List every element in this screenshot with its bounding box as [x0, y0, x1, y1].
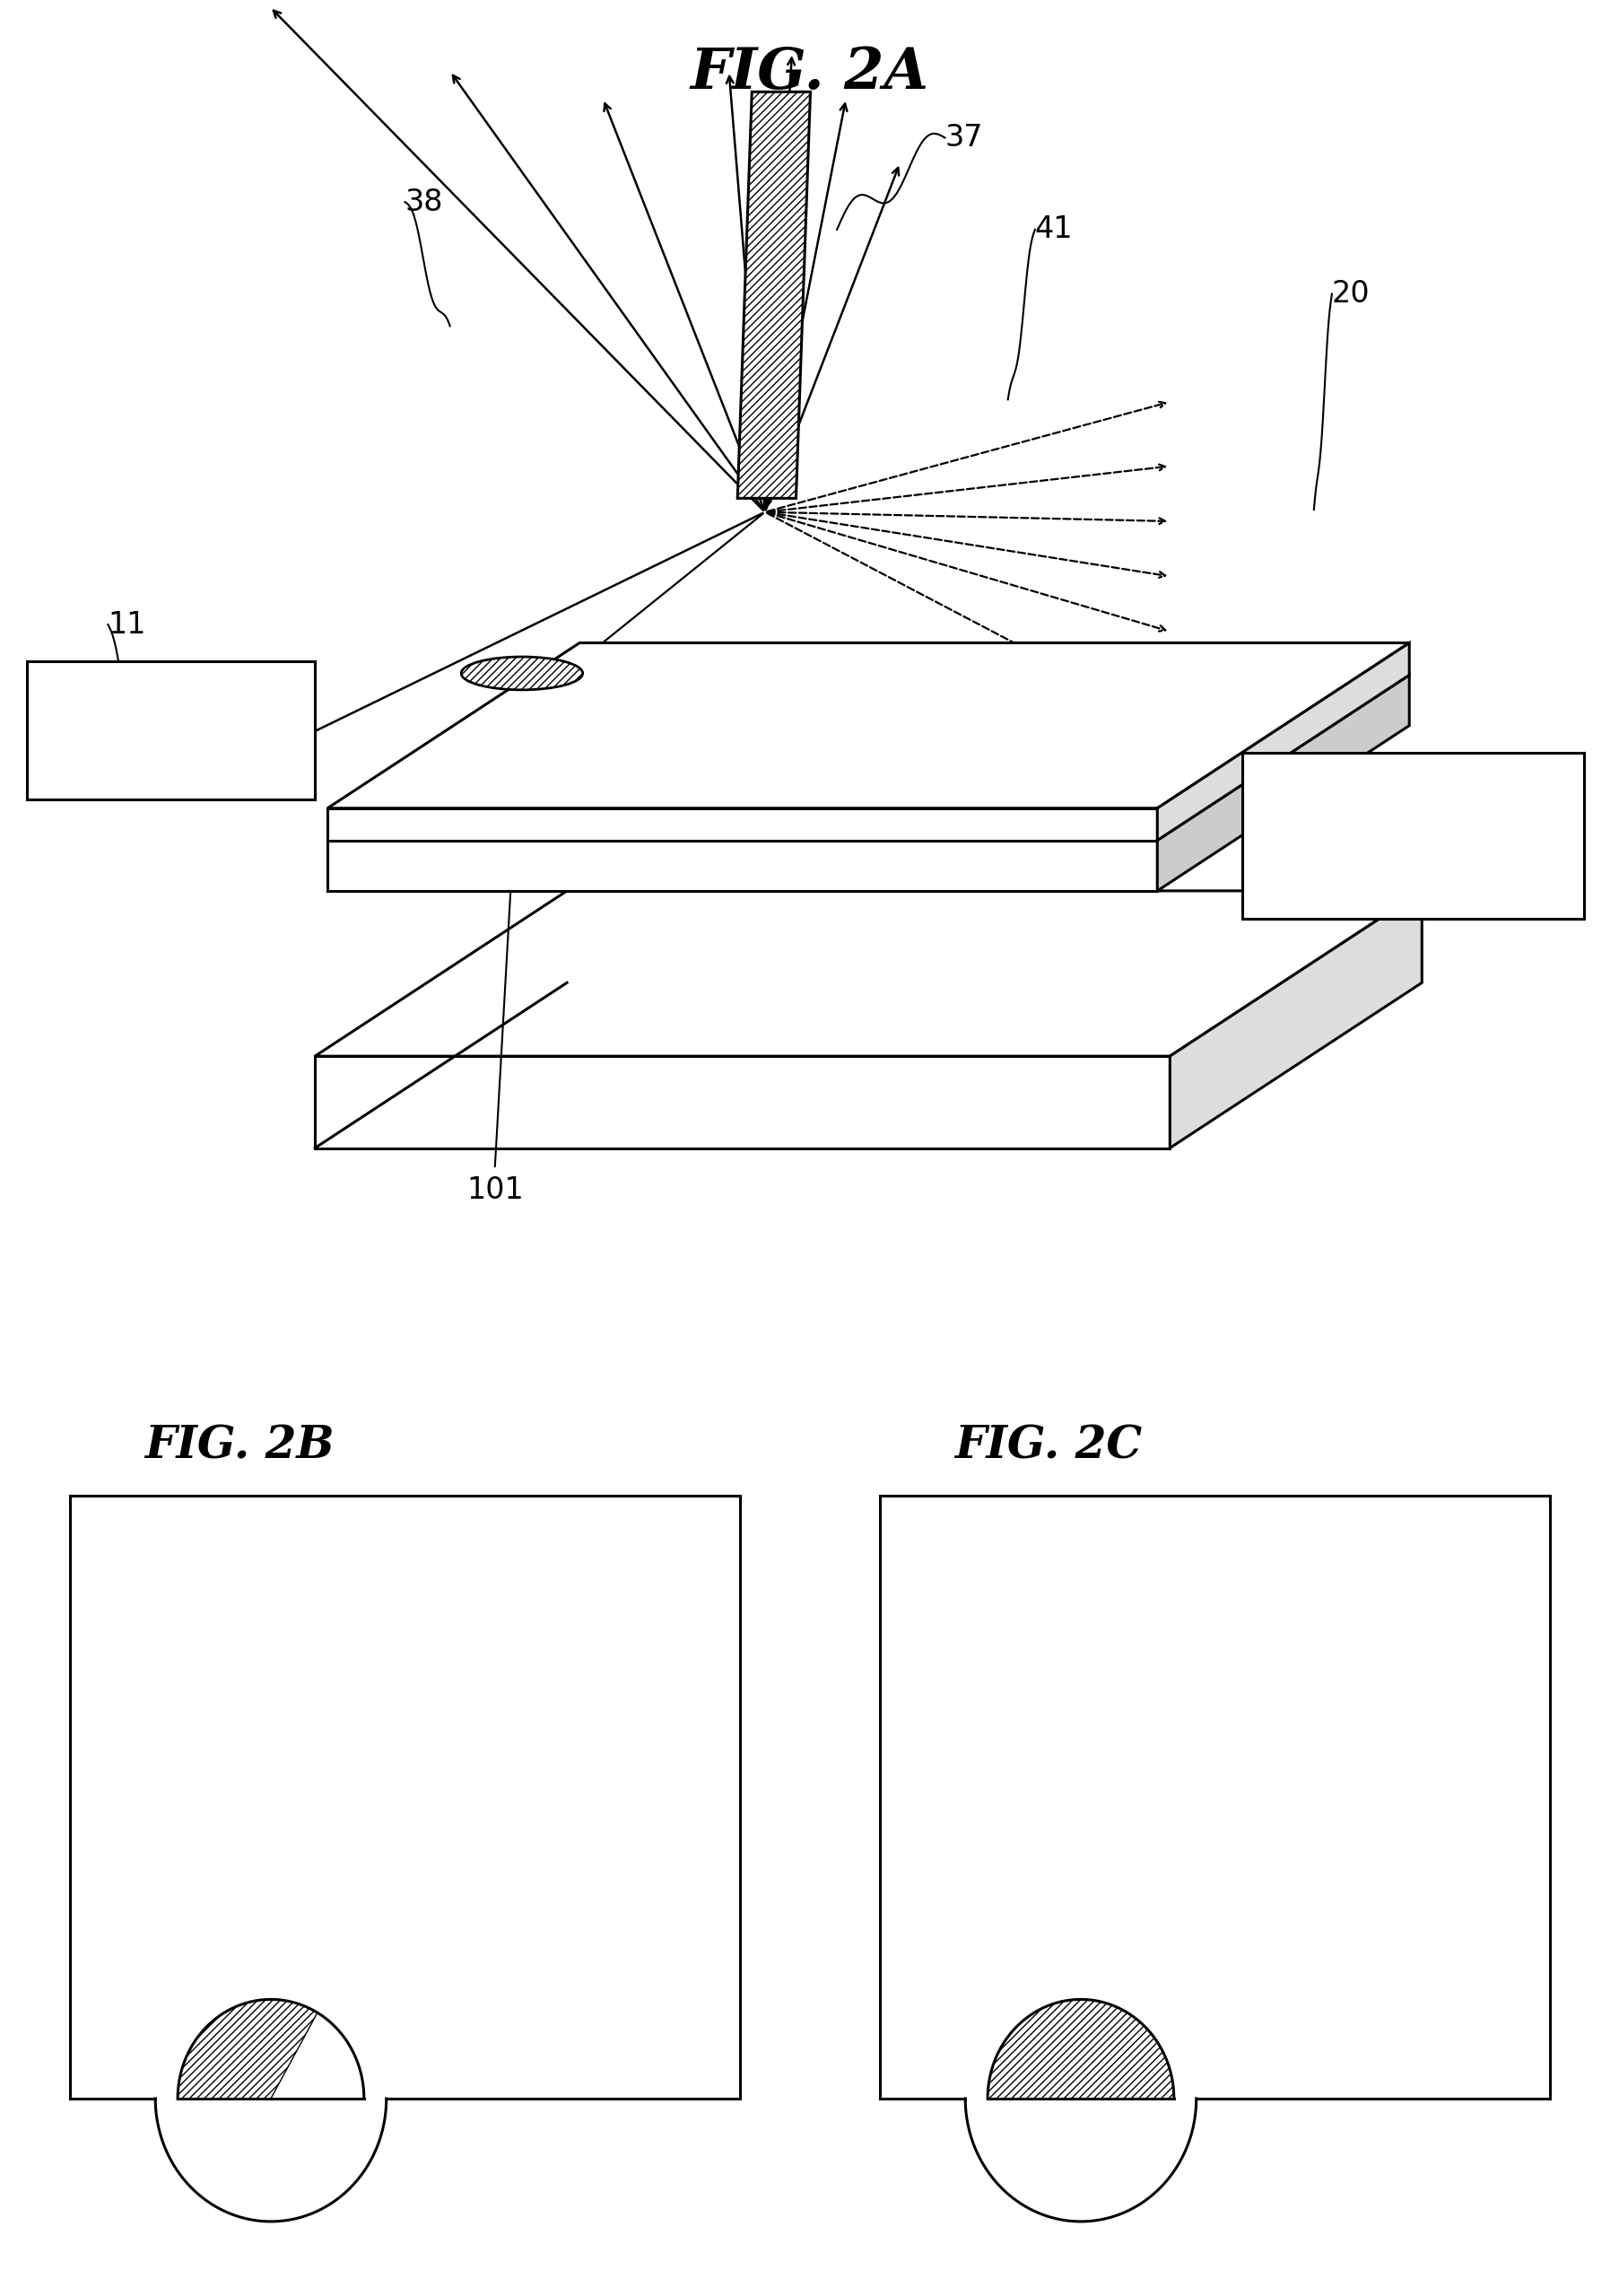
Text: 101: 101: [466, 1176, 523, 1205]
Polygon shape: [327, 675, 1409, 840]
Text: 12: 12: [1457, 831, 1496, 859]
Polygon shape: [314, 1056, 1169, 1148]
Polygon shape: [1156, 675, 1409, 891]
Text: FIG. 2A: FIG. 2A: [690, 46, 929, 101]
Bar: [1242, 753, 1583, 918]
Text: FIG. 2C: FIG. 2C: [954, 1424, 1141, 1469]
Polygon shape: [737, 92, 810, 498]
Polygon shape: [327, 840, 1156, 891]
Ellipse shape: [461, 657, 583, 689]
Polygon shape: [1169, 891, 1421, 1148]
Polygon shape: [988, 2000, 1174, 2099]
Text: 11: 11: [108, 611, 146, 638]
Polygon shape: [178, 2000, 317, 2099]
Text: 38: 38: [405, 188, 442, 216]
Polygon shape: [314, 891, 1421, 1056]
Text: 20: 20: [1331, 280, 1370, 308]
Polygon shape: [327, 643, 1409, 808]
Polygon shape: [1156, 643, 1409, 840]
Bar: [28, 661, 314, 799]
Polygon shape: [327, 808, 1156, 840]
Text: FIG. 2B: FIG. 2B: [144, 1424, 334, 1469]
Text: 37: 37: [944, 124, 983, 152]
Text: 41: 41: [1035, 216, 1072, 243]
